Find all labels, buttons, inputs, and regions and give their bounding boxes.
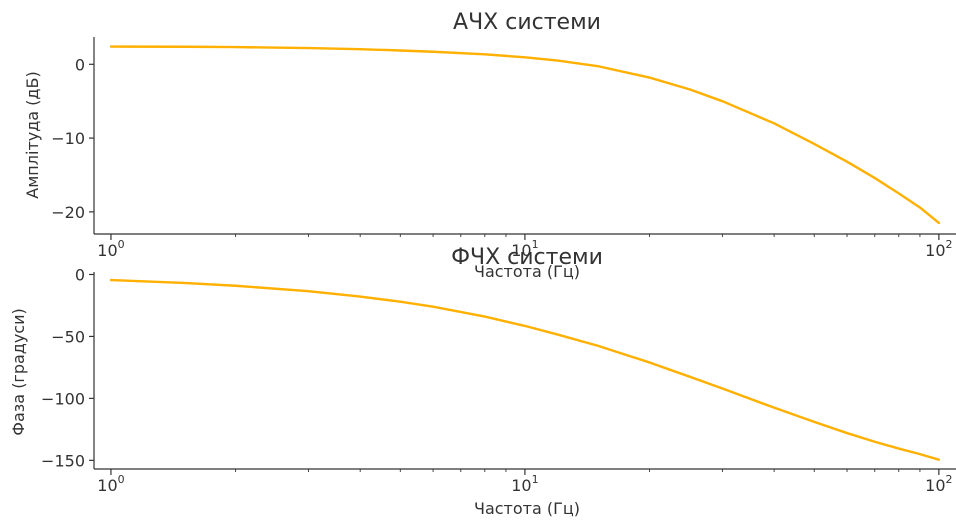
x-axis-label: Частота (Гц): [474, 499, 580, 518]
y-axis-label: Амплітуда (дБ): [23, 71, 42, 198]
x-tick-label: 101: [511, 238, 538, 260]
axis-ticks: 0 −50 −100 −150 100 101 102: [41, 265, 952, 495]
axes-frame: [93, 272, 956, 470]
x-tick-label: 102: [925, 473, 952, 495]
y-tick-label: −100: [41, 389, 85, 408]
amplitude-chart: АЧХ системи Амплітуда (дБ) Частота (Гц) …: [23, 10, 956, 281]
x-tick-label: 102: [925, 238, 952, 260]
axis-ticks: 0 −10 −20 100 101 102: [51, 55, 952, 260]
axes-frame: [93, 37, 956, 235]
series-line: [109, 278, 941, 461]
y-tick-label: −20: [51, 203, 85, 222]
y-tick-label: −50: [51, 327, 85, 346]
x-tick-label: 100: [97, 238, 124, 260]
y-tick-label: 0: [75, 265, 85, 284]
y-axis-label: Фаза (градуси): [9, 308, 28, 436]
series-group: [109, 278, 941, 461]
series-group: [109, 45, 941, 225]
chart-title: ФЧХ системи: [451, 245, 603, 270]
y-tick-label: −150: [41, 451, 85, 470]
y-tick-label: −10: [51, 129, 85, 148]
x-tick-label: 100: [97, 473, 124, 495]
series-line: [109, 45, 941, 225]
chart-title: АЧХ системи: [453, 10, 601, 35]
x-axis-label: Частота (Гц): [474, 262, 580, 281]
y-tick-label: 0: [75, 55, 85, 74]
x-tick-label: 101: [511, 473, 538, 495]
phase-chart: ФЧХ системи Фаза (градуси) Частота (Гц) …: [9, 245, 956, 518]
